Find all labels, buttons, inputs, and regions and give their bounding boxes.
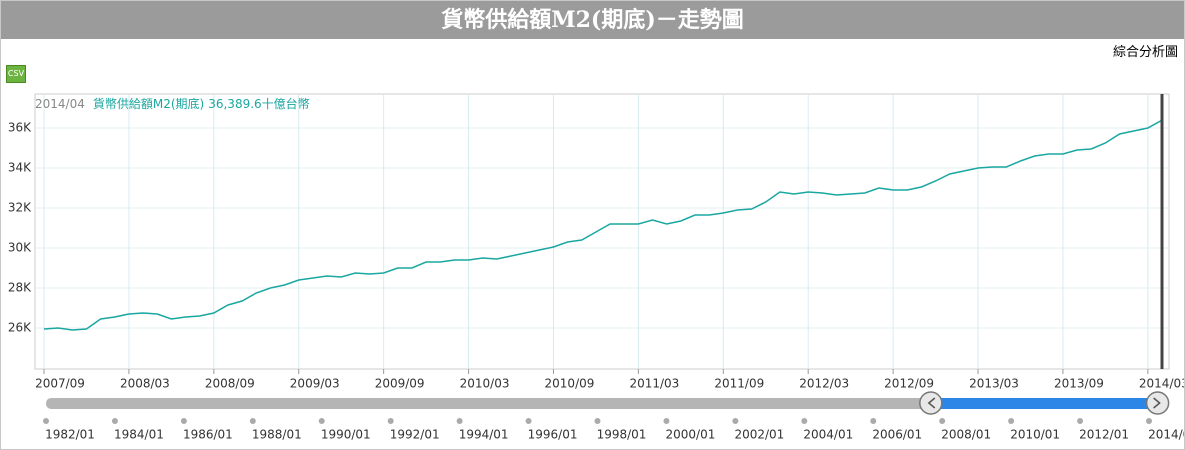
x-tick-label: 2008/03 [120, 377, 170, 391]
navigator-label: 2012/01 [1079, 428, 1129, 442]
csv-button[interactable]: CSV [6, 65, 26, 83]
navigator-label: 2010/01 [1010, 428, 1060, 442]
x-tick-label: 2013/09 [1054, 377, 1104, 391]
handle-arrow [1153, 397, 1161, 409]
x-tick-label: 2013/03 [969, 377, 1019, 391]
tooltip-unit: 十億台幣 [262, 96, 310, 111]
navigator-dot [43, 418, 49, 424]
navigator-dot [939, 418, 946, 424]
tooltip-date: 2014/04 [35, 97, 85, 111]
navigator-dot [1008, 418, 1015, 424]
navigator-label: 1990/01 [321, 428, 371, 442]
navigator-label: 1988/01 [252, 428, 302, 442]
y-tick-label: 28K [8, 281, 32, 295]
tooltip-value: 36,389.6 [208, 97, 261, 111]
page-title: 貨幣供給額M2(期底)－走勢圖 [1, 1, 1184, 39]
y-tick-label: 26K [8, 321, 32, 335]
x-tick-label: 2008/09 [205, 377, 255, 391]
navigator-label: 1996/01 [528, 428, 578, 442]
navigator-dot [870, 418, 877, 424]
navigator-label: 1994/01 [459, 428, 509, 442]
navigator-dot [1077, 418, 1084, 424]
x-tick-label: 2007/09 [35, 377, 85, 391]
y-tick-label: 34K [8, 161, 32, 175]
navigator-label: 2008/01 [941, 428, 991, 442]
navigator-dot [525, 418, 532, 424]
scrollbar-handle[interactable] [919, 391, 943, 415]
handle-circle [919, 391, 943, 415]
navigator-dot [318, 418, 325, 424]
navigator-label: 1984/01 [114, 428, 164, 442]
navigator-dot [732, 418, 739, 424]
x-tick-label: 2009/03 [290, 377, 340, 391]
handle-arrow [927, 397, 936, 409]
navigator-label: 2000/01 [666, 428, 716, 442]
x-tick-label: 2014/03 [1139, 377, 1184, 391]
navigator-dot [1146, 418, 1153, 424]
navigator-dot [456, 418, 463, 424]
y-tick-label: 30K [8, 241, 32, 255]
scrollbar-handle[interactable] [1145, 391, 1170, 415]
navigator-label: 1998/01 [597, 428, 647, 442]
navigator-label: 2004/01 [803, 428, 853, 442]
scrollbar-selection [930, 398, 1158, 409]
analysis-link[interactable]: 綜合分析圖 [1112, 45, 1178, 60]
x-tick-label: 2011/09 [714, 377, 764, 391]
data-line [43, 119, 1163, 331]
scrollbar-track [46, 398, 1159, 409]
tooltip: 2014/04 貨幣供給額M2(期底) 36,389.6十億台幣 [35, 96, 310, 111]
navigator-dot [594, 418, 601, 424]
navigator-dot [180, 418, 187, 424]
y-tick-label: 32K [8, 201, 32, 215]
navigator-label: 2006/01 [872, 428, 922, 442]
x-tick-label: 2009/09 [375, 377, 425, 391]
x-tick-label: 2012/03 [799, 377, 849, 391]
navigator-label: 1986/01 [183, 428, 233, 442]
handle-circle [1145, 391, 1170, 415]
x-tick-label: 2012/09 [884, 377, 934, 391]
navigator-label: 1982/01 [45, 428, 95, 442]
navigator-label: 2014/01 [1148, 428, 1184, 442]
navigator-dot [111, 418, 118, 424]
plot-area [34, 93, 1170, 370]
navigator-label: 2002/01 [734, 428, 784, 442]
x-tick-label: 2010/09 [545, 377, 595, 391]
navigator-dot [387, 418, 394, 424]
navigator-dot [249, 418, 256, 424]
navigator-label: 1992/01 [390, 428, 440, 442]
navigator-dot [663, 418, 670, 424]
x-tick-label: 2011/03 [629, 377, 679, 391]
y-tick-label: 36K [8, 121, 32, 135]
tooltip-series: 貨幣供給額M2(期底) [93, 96, 204, 111]
navigator-dot [801, 418, 808, 424]
x-tick-label: 2010/03 [460, 377, 510, 391]
